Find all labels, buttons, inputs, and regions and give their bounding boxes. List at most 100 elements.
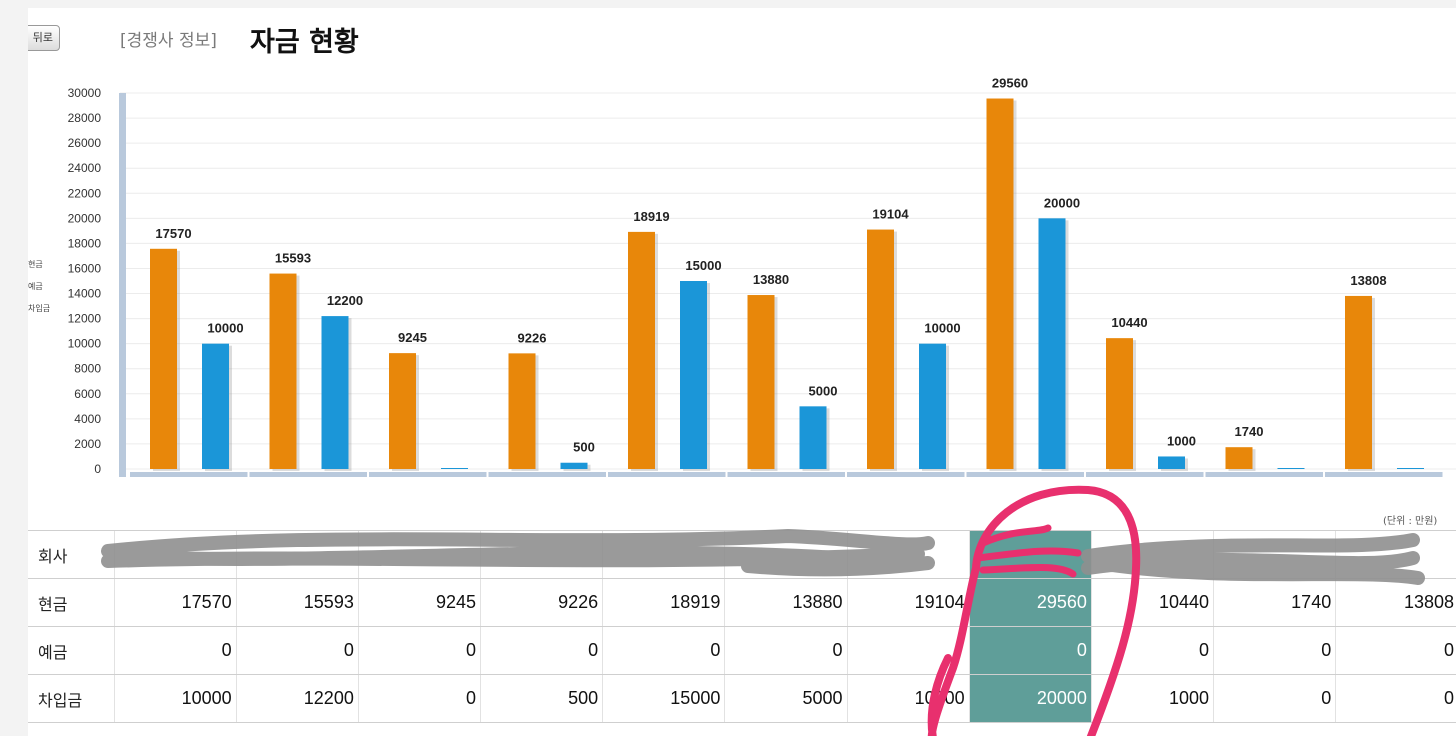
table-row: 예금 0 0 0 0 0 0 0 0 0 0 <box>28 626 1456 675</box>
y-tick-label: 20000 <box>68 211 102 225</box>
y-tick-label: 6000 <box>74 387 101 401</box>
x-axis-segment <box>488 472 606 477</box>
table-cell: 17570 <box>113 578 237 627</box>
bar-loan <box>1158 456 1185 469</box>
x-axis-segment <box>608 472 726 477</box>
x-axis-segment <box>847 472 965 477</box>
bar-loan <box>799 406 827 469</box>
y-tick-label: 0 <box>94 462 101 476</box>
table-cell: 0 <box>1213 626 1336 675</box>
table-cell: 18919 <box>602 578 725 627</box>
back-button[interactable]: 뒤로 <box>28 25 60 51</box>
x-axis-segment <box>727 472 845 477</box>
bar-cash <box>628 231 655 469</box>
bar-cash <box>389 353 416 469</box>
y-tick-label: 14000 <box>68 287 102 301</box>
table-cell: 15000 <box>602 674 725 723</box>
table-cell <box>602 530 725 579</box>
table-cell: 9245 <box>357 578 481 627</box>
y-tick-label: 12000 <box>68 312 102 326</box>
data-label: 18919 <box>633 209 669 224</box>
bar-cash <box>1345 295 1372 469</box>
data-label: 15000 <box>685 258 721 273</box>
y-tick-label: 2000 <box>74 437 101 451</box>
data-label: 19104 <box>872 207 909 222</box>
bar-cash <box>747 295 775 469</box>
table-cell: 0 <box>1335 626 1456 675</box>
table-cell <box>1335 530 1456 579</box>
table-cell: 0 <box>1335 674 1456 723</box>
data-label: 10440 <box>1111 315 1147 330</box>
data-label: 29560 <box>992 76 1028 91</box>
data-label: 10000 <box>924 321 960 336</box>
table-cell <box>1213 530 1336 579</box>
y-tick-label: 24000 <box>68 161 102 175</box>
legend-item-cash: 현금 <box>28 260 43 269</box>
bar-loan <box>1277 468 1305 469</box>
table-cell: 10440 <box>1090 578 1214 627</box>
table-cell: 0 <box>235 626 359 675</box>
section-label: [경쟁사 정보] <box>120 31 217 51</box>
table-cell: 0 <box>1213 674 1336 723</box>
data-label: 12200 <box>327 293 363 308</box>
table-cell: 1000 <box>1090 674 1214 723</box>
table-cell: 20000 <box>968 674 1092 723</box>
data-label: 13808 <box>1350 273 1386 288</box>
table-cell: 19104 <box>846 578 970 627</box>
table-row: 차입금 10000 12200 0 500 15000 5000 10000 20000 1000… <box>28 674 1456 723</box>
bar-loan <box>1038 218 1066 469</box>
bar-loan <box>560 462 588 469</box>
table-cell: 10000 <box>846 674 970 723</box>
bar-cash <box>986 98 1014 470</box>
table-cell <box>846 626 970 675</box>
table-cell: 13808 <box>1335 578 1456 627</box>
bar-cash <box>508 353 536 469</box>
table-cell <box>357 530 481 579</box>
y-tick-label: 30000 <box>68 86 102 100</box>
y-tick-label: 4000 <box>74 412 101 426</box>
data-label: 13880 <box>753 272 789 287</box>
bar-cash <box>150 248 177 469</box>
table-cell: 13880 <box>724 578 848 627</box>
chart-legend: 현금 예금 차입금 <box>28 254 50 320</box>
data-label: 17570 <box>155 226 191 241</box>
y-tick-label: 16000 <box>68 261 102 275</box>
y-tick-label: 26000 <box>68 136 102 150</box>
table-cell <box>480 530 603 579</box>
bar-loan <box>441 468 468 469</box>
table-cell: 0 <box>968 626 1092 675</box>
y-axis <box>119 93 126 477</box>
table-cell: 5000 <box>724 674 848 723</box>
x-axis-segment <box>249 472 367 477</box>
row-label: 차입금 <box>28 674 114 723</box>
table-row: 현금 17570 15593 9245 9226 18919 13880 19104 29560… <box>28 578 1456 627</box>
table-cell <box>968 530 1092 579</box>
bar-loan <box>1397 468 1424 469</box>
data-label: 20000 <box>1044 195 1080 210</box>
bar-loan <box>919 343 946 469</box>
table-cell: 0 <box>113 626 237 675</box>
table-cell: 12200 <box>235 674 359 723</box>
x-axis-segment <box>1205 472 1323 477</box>
table-cell: 0 <box>1090 626 1214 675</box>
legend-item-loan: 차입금 <box>28 304 51 313</box>
table-cell: 0 <box>357 626 481 675</box>
unit-note: (단위 : 만원) <box>1383 516 1438 527</box>
page: 뒤로 [경쟁사 정보] 자금 현황 0 2000 4000 6000 8000 10000… <box>28 8 1456 736</box>
x-axis-segment <box>1086 472 1204 477</box>
row-label: 현금 <box>28 578 114 627</box>
table-row: 회사 <box>28 530 1456 579</box>
x-axis-segment <box>130 472 248 477</box>
y-tick-label: 8000 <box>74 362 101 376</box>
row-label: 회사 <box>28 530 114 579</box>
table-cell <box>235 530 359 579</box>
bar-loan <box>321 316 349 469</box>
table-cell: 1740 <box>1213 578 1336 627</box>
data-label: 1000 <box>1167 433 1196 448</box>
bar-cash <box>269 273 297 469</box>
data-label: 500 <box>573 440 595 455</box>
bar-loan <box>202 343 229 469</box>
data-label: 5000 <box>809 383 838 398</box>
y-tick-label: 22000 <box>68 186 102 200</box>
row-label: 예금 <box>28 626 114 675</box>
